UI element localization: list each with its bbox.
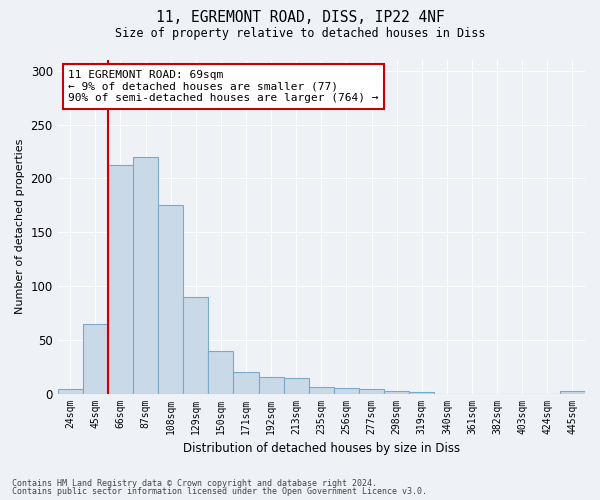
Bar	[233, 372, 259, 394]
Bar	[560, 392, 585, 394]
Bar	[133, 157, 158, 394]
Text: Size of property relative to detached houses in Diss: Size of property relative to detached ho…	[115, 28, 485, 40]
Bar	[409, 392, 434, 394]
Bar	[284, 378, 309, 394]
Bar	[208, 350, 233, 394]
Text: Contains public sector information licensed under the Open Government Licence v3: Contains public sector information licen…	[12, 487, 427, 496]
Text: 11, EGREMONT ROAD, DISS, IP22 4NF: 11, EGREMONT ROAD, DISS, IP22 4NF	[155, 10, 445, 25]
Bar	[309, 387, 334, 394]
Text: Contains HM Land Registry data © Crown copyright and database right 2024.: Contains HM Land Registry data © Crown c…	[12, 478, 377, 488]
Text: 11 EGREMONT ROAD: 69sqm
← 9% of detached houses are smaller (77)
90% of semi-det: 11 EGREMONT ROAD: 69sqm ← 9% of detached…	[68, 70, 379, 103]
Bar	[83, 324, 108, 394]
Bar	[58, 390, 83, 394]
Bar	[259, 378, 284, 394]
Bar	[334, 388, 359, 394]
Bar	[158, 206, 183, 394]
Y-axis label: Number of detached properties: Number of detached properties	[15, 139, 25, 314]
Bar	[183, 296, 208, 394]
X-axis label: Distribution of detached houses by size in Diss: Distribution of detached houses by size …	[183, 442, 460, 455]
Bar	[384, 392, 409, 394]
Bar	[359, 390, 384, 394]
Bar	[108, 166, 133, 394]
